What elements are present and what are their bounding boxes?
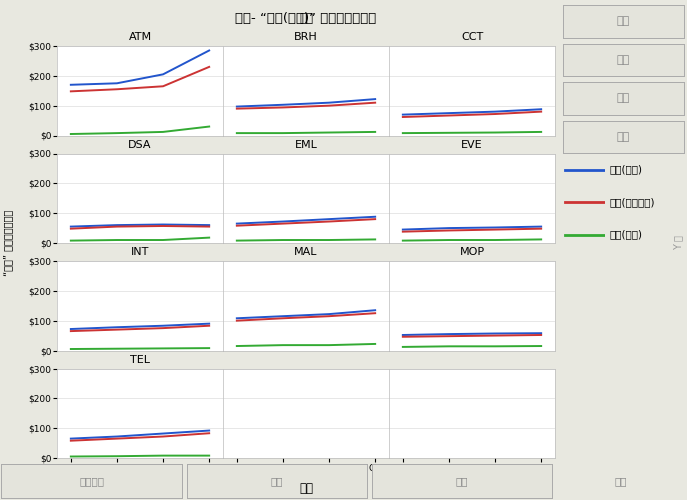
Text: 大小: 大小 (617, 93, 630, 104)
Text: 叠加: 叠加 (617, 16, 630, 26)
Text: “收益” 及另外２个变量: “收益” 及另外２个变量 (3, 210, 14, 276)
Text: 季度: 季度 (299, 482, 313, 495)
Text: 页面: 页面 (455, 476, 469, 486)
Text: Y 轴: Y 轴 (673, 236, 684, 250)
Text: 季度- “均值(收益)” 及另外２个变量: 季度- “均值(收益)” 及另外２个变量 (236, 12, 376, 26)
Text: EML: EML (295, 140, 317, 149)
Text: 均值(利润): 均值(利润) (609, 230, 642, 239)
Text: TEL: TEL (130, 354, 150, 364)
Text: 频数: 频数 (271, 476, 283, 486)
Text: 区间: 区间 (617, 132, 630, 142)
Text: CCT: CCT (461, 32, 483, 42)
Text: 均值(生产成本): 均值(生产成本) (609, 197, 655, 207)
Text: 地图形状: 地图形状 (79, 476, 104, 486)
Text: ATM: ATM (128, 32, 152, 42)
Text: MAL: MAL (294, 247, 318, 257)
Text: EVE: EVE (461, 140, 483, 149)
Text: DSA: DSA (128, 140, 152, 149)
Text: MOP: MOP (460, 247, 484, 257)
Text: 颜色: 颜色 (617, 54, 630, 64)
Text: BRH: BRH (294, 32, 318, 42)
Text: INT: INT (131, 247, 149, 257)
Text: 渠道: 渠道 (299, 12, 313, 26)
Text: 均值(收益): 均值(收益) (609, 164, 642, 174)
Text: 频数: 频数 (615, 476, 627, 486)
